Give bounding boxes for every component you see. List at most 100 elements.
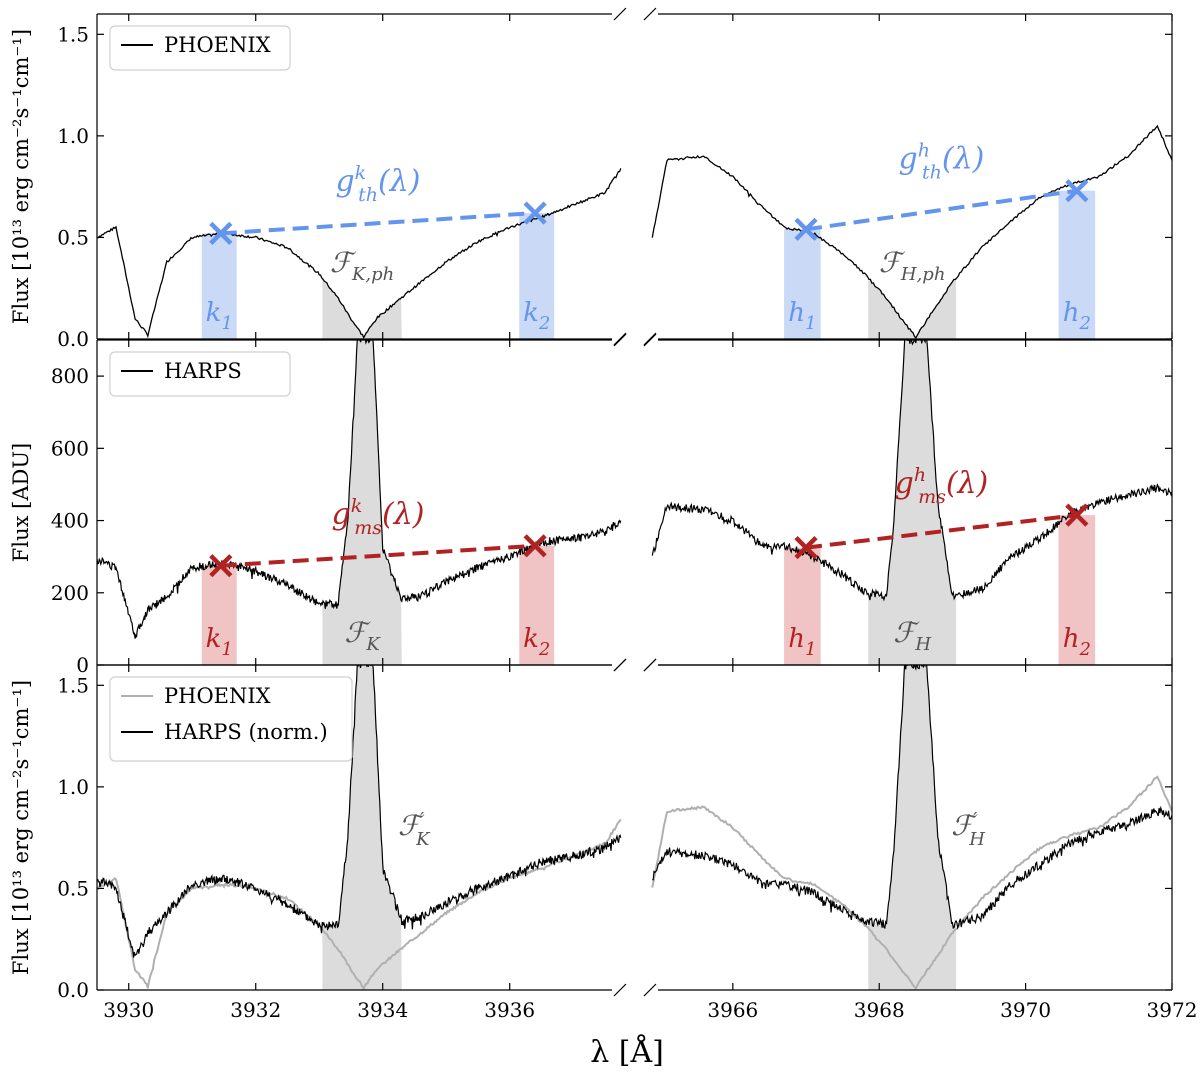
continuum-label-h: gh ms(λ) [895,464,989,508]
break-mark-right [643,658,657,672]
continuum-marker-h1 [794,217,818,241]
band-h1 [784,547,821,665]
band-label-k1-main: k [206,298,222,328]
continuum-marker-k2 [523,534,547,558]
series-phoenix-left [97,818,622,990]
x-tick-label: 3932 [230,998,281,1022]
flux-label-H-sub: H [968,829,985,850]
continuum-label-k: gk th(λ) [335,162,420,206]
band-label-h1: h1 [788,624,816,660]
flux-region-K [322,340,402,665]
flux-label-K: ℱ′ K [398,809,431,850]
band-label-h2-main: h [1063,298,1080,328]
band-label-h2-main: h [1063,624,1080,654]
continuum-marker-h2 [1065,179,1089,203]
band-k2 [519,545,555,665]
y-axis-label: Flux [10¹³ erg cm⁻²s⁻¹cm⁻¹] [9,29,33,324]
flux-label-K,ph-sub: K,ph [351,264,394,285]
band-label-k1: k1 [206,298,233,334]
y-tick-label: 0 [76,653,89,677]
continuum-line-h [805,513,1078,550]
continuum-label-main: g [335,164,354,199]
band-label-k2: k2 [523,298,550,334]
continuum-marker-k2 [523,201,547,225]
continuum-label-k: gk ms(λ) [331,495,424,539]
band-k2 [519,213,555,339]
continuum-label-sub: th [358,184,378,206]
plot-area-top: k1 k2 h1 h2 [97,124,1172,339]
band-label-h2: h2 [1063,624,1091,660]
continuum-line-k [220,211,536,236]
y-tick-label: 1.0 [57,775,89,799]
y-tick-label: 1.0 [57,124,89,148]
continuum-label-sub: ms [918,486,946,508]
plot-area-bottom [97,665,1172,990]
continuum-label-main: g [895,466,914,501]
band-label-h1-sub: 1 [805,313,816,334]
flux-label-K-sub: K [365,634,381,655]
flux-label-K-sub: K [415,829,431,850]
band-label-h2-sub: 2 [1078,639,1090,660]
legend-box [109,351,291,397]
band-k1 [201,233,237,339]
x-tick-label: 3972 [1147,998,1198,1022]
break-mark-left [613,7,627,21]
continuum-label-tail: (λ) [378,164,420,199]
band-label-k2-sub: 2 [538,313,550,334]
break-mark-left [613,332,627,346]
continuum-label-sup: h [918,140,930,162]
x-tick-label: 3936 [484,998,535,1022]
flux-label-H,ph-sub: H,ph [900,264,946,285]
flux-label-H: ℱ′ H [951,809,985,850]
legend-label: HARPS [164,359,242,383]
x-tick-label: 3934 [357,998,408,1022]
x-axis-label: λ [Å] [590,1034,664,1070]
continuum-label-sub: ms [354,517,382,539]
y-tick-label: 0.5 [57,876,89,900]
continuum-label-main: g [331,497,350,532]
flux-region-K [322,665,402,990]
break-mark-right [643,983,657,997]
y-axis-label: Flux [10¹³ erg cm⁻²s⁻¹cm⁻¹] [9,680,33,975]
continuum-label-sup: k [355,162,367,184]
series-harpsnorm-left [97,665,622,958]
y-tick-label: 800 [51,364,89,388]
band-label-k1: k1 [206,624,233,660]
band-label-h1-main: h [788,298,805,328]
y-tick-label: 400 [51,509,89,533]
band-h1 [784,229,821,339]
y-tick-label: 1.5 [57,22,89,46]
continuum-marker-k1 [209,554,233,578]
x-tick-label: 3930 [103,998,154,1022]
break-mark-right [643,7,657,21]
band-label-h2-sub: 2 [1078,313,1090,334]
legend-box [109,676,353,762]
break-mark-left [613,658,627,672]
band-k1 [201,565,237,665]
band-label-k2-sub: 2 [538,639,550,660]
band-label-k1-main: k [206,624,222,654]
flux-label-K-prime: ′ [420,809,424,830]
continuum-label-sup: k [351,495,363,517]
legend-top: PHOENIX [109,25,291,71]
y-tick-label: 0.0 [57,327,89,351]
series-harpsnorm-right [652,665,1172,930]
flux-label-H-sub: H [914,634,931,655]
continuum-label-sup: h [914,464,926,486]
continuum-marker-h2 [1065,503,1089,527]
band-h2 [1058,515,1096,665]
y-tick-label: 600 [51,436,89,460]
flux-region-H [868,340,957,665]
continuum-line-k [220,543,536,568]
band-label-h1-main: h [788,624,805,654]
flux-region-K,ph [322,278,402,339]
panel-bottom: ℱ′ K ℱ′ H 0.0 0.5 1.0 1.5 3930 3932 3934 3936 3966 39… [9,658,1198,1022]
band-label-k1-sub: 1 [221,313,232,334]
plot-area-middle: k1 k2 h1 h2 [97,340,1172,665]
continuum-label-h: gh th(λ) [899,140,985,184]
